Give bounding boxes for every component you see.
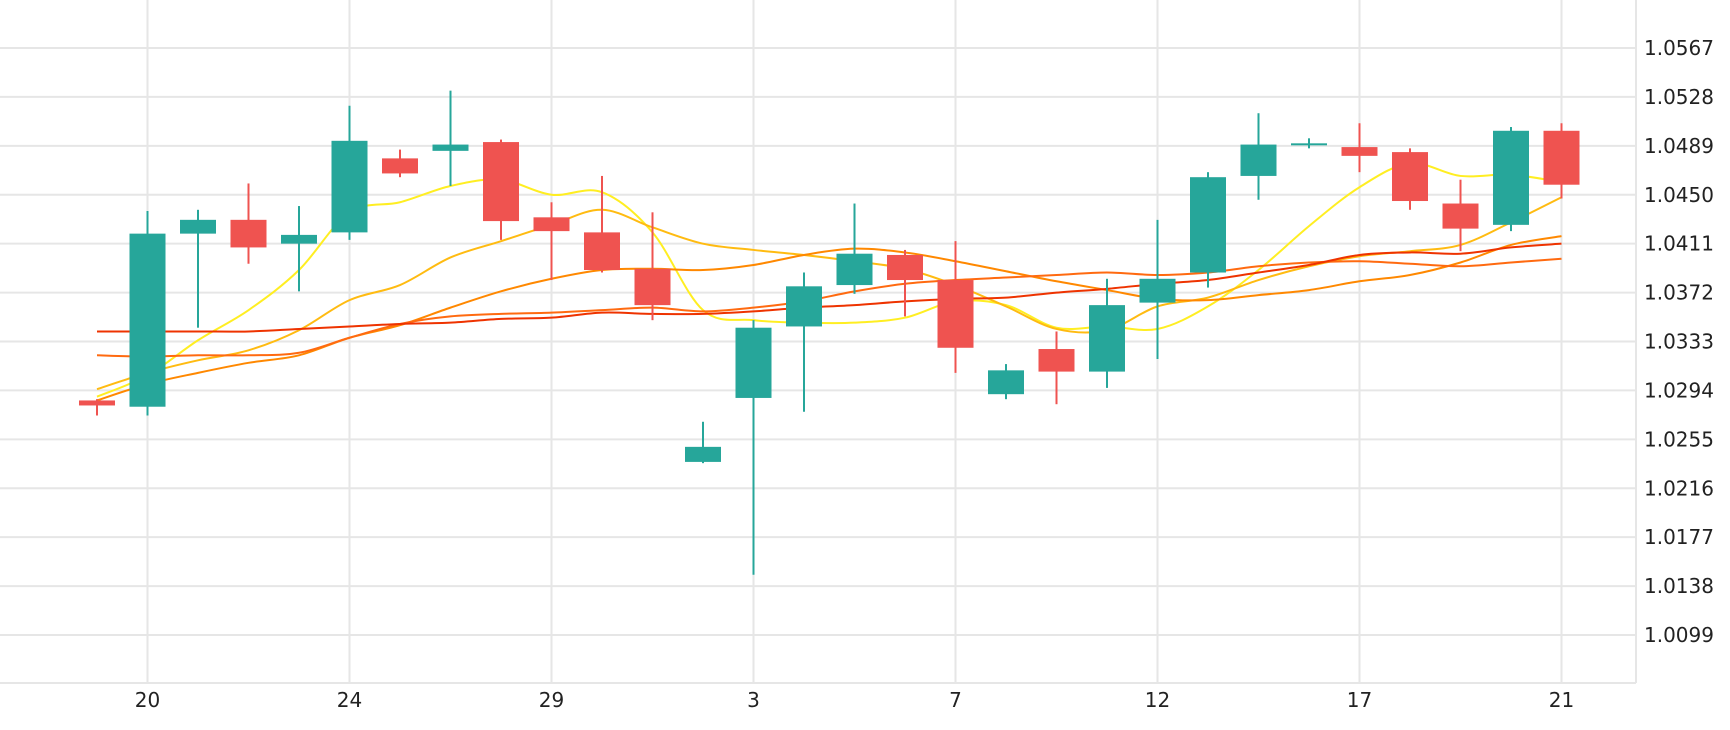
y-tick-label: 1.0450 [1644, 183, 1714, 207]
candle-body [1442, 203, 1479, 229]
candle-body [1139, 278, 1176, 303]
candle-body [382, 158, 418, 174]
candle-body [634, 268, 671, 306]
x-tick-label: 21 [1549, 688, 1574, 712]
candle-body [432, 144, 469, 151]
candle-up [836, 203, 873, 294]
candle-up [1240, 113, 1277, 200]
candle-up [685, 421, 721, 464]
candle-up [988, 364, 1024, 400]
candle-up [1493, 127, 1529, 232]
candle-down [1038, 331, 1075, 405]
y-tick-label: 1.0528 [1644, 85, 1714, 109]
moving-average-line-5 [97, 242, 1562, 333]
candle-down [1341, 123, 1378, 173]
candle-body [1543, 130, 1580, 185]
x-tick-label: 12 [1145, 688, 1170, 712]
candle-body [1392, 152, 1428, 202]
candle-down [1543, 123, 1580, 199]
x-tick-label: 7 [949, 688, 962, 712]
candle-down [483, 139, 519, 240]
candle-down [887, 249, 923, 317]
moving-average-line-1 [96, 162, 1562, 398]
y-tick-label: 1.0138 [1644, 574, 1714, 598]
candle-up [180, 209, 216, 328]
grid-layer [0, 0, 1636, 683]
candle-down [79, 399, 115, 416]
candle-body [1341, 147, 1378, 156]
y-tick-label: 1.0489 [1644, 134, 1714, 158]
candle-body [1493, 130, 1529, 225]
candle-down [634, 212, 671, 321]
moving-average-line-4 [96, 257, 1562, 358]
candle-down [230, 183, 267, 264]
candle-body [483, 142, 519, 222]
candle-body [1240, 144, 1277, 176]
candle-up [735, 320, 772, 575]
y-tick-label: 1.0099 [1644, 623, 1714, 647]
candle-body [887, 254, 923, 281]
candle-up [1291, 138, 1327, 149]
y-tick-label: 1.0294 [1644, 378, 1714, 402]
candle-down [937, 241, 974, 373]
candle-body [129, 233, 166, 407]
candle-up [432, 90, 469, 186]
candle-up [786, 272, 822, 412]
candle-up [331, 105, 368, 240]
x-tick-label: 3 [747, 688, 760, 712]
candle-body [1291, 143, 1327, 146]
moving-average-line-2 [96, 196, 1562, 391]
y-tick-label: 1.0255 [1644, 427, 1714, 451]
candle-body [584, 232, 620, 271]
candle-up [1190, 172, 1226, 288]
candle-down [1392, 148, 1428, 210]
candle-body [230, 219, 267, 248]
candle-body [836, 253, 873, 286]
candle-body [786, 286, 822, 327]
x-tick-label: 29 [539, 688, 564, 712]
moving-average-layer [96, 162, 1562, 402]
candle-body [281, 234, 317, 244]
candle-up [281, 206, 317, 292]
candle-body [331, 140, 368, 233]
candle-up [1139, 219, 1176, 360]
y-tick-label: 1.0372 [1644, 281, 1714, 305]
y-tick-label: 1.0216 [1644, 476, 1714, 500]
candle-up [1089, 278, 1125, 388]
x-tick-label: 20 [135, 688, 160, 712]
candle-down [533, 202, 570, 281]
axis-layer: 1.0567 1.0528 1.0489 1.0450 1.0411 1.0372 1.03… [0, 0, 1714, 712]
y-tick-label: 1.0177 [1644, 525, 1714, 549]
candle-body [1089, 305, 1125, 372]
candle-down [1442, 179, 1479, 252]
y-tick-label: 1.0333 [1644, 330, 1714, 354]
candle-body [180, 219, 216, 234]
candle-body [735, 327, 772, 398]
x-tick-label: 24 [337, 688, 362, 712]
y-tick-label: 1.0567 [1644, 36, 1714, 60]
candle-up [129, 211, 166, 416]
y-tick-label: 1.0411 [1644, 232, 1714, 256]
candle-down [382, 149, 418, 178]
candle-down [584, 175, 620, 273]
candle-body [1190, 177, 1226, 273]
x-tick-label: 17 [1347, 688, 1372, 712]
candle-body [685, 446, 721, 462]
candle-body [988, 370, 1024, 395]
candle-layer [79, 90, 1580, 575]
candle-body [79, 400, 115, 406]
candle-body [937, 280, 974, 348]
candle-body [1038, 349, 1075, 372]
candle-body [533, 217, 570, 232]
